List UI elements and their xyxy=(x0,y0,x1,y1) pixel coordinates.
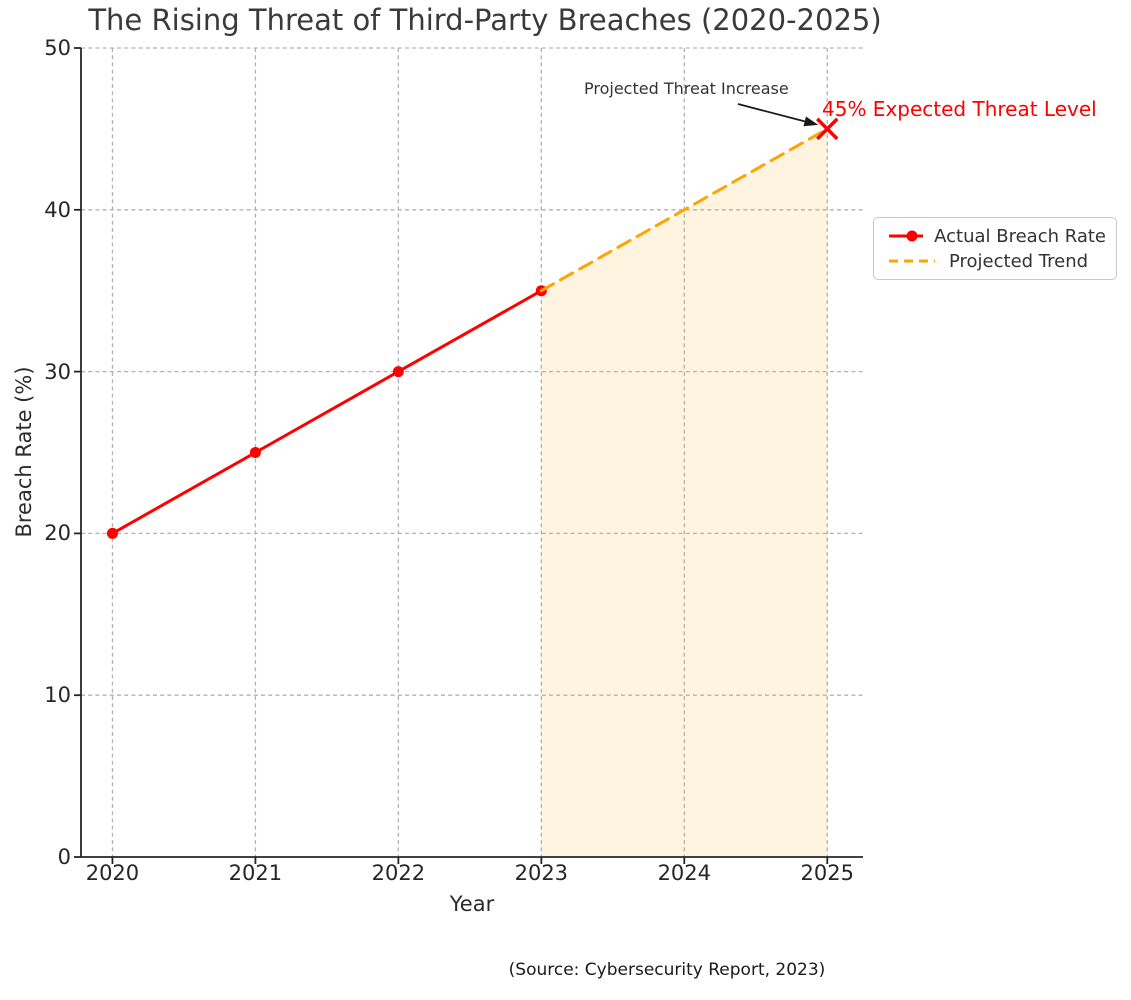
projected-trend-line xyxy=(539,127,829,293)
y-tick-label: 30 xyxy=(44,359,71,384)
y-axis-label: Breach Rate (%) xyxy=(12,366,36,538)
y-tick-label: 20 xyxy=(44,521,71,546)
annotation-arrow xyxy=(737,103,805,123)
x-tick-label: 2022 xyxy=(371,861,426,885)
legend: Actual Breach Rate Projected Trend xyxy=(873,217,1117,280)
x-axis-label: Year xyxy=(449,892,495,916)
y-tick-label: 10 xyxy=(44,683,71,708)
data-point-marker xyxy=(392,366,404,378)
data-point-marker xyxy=(249,447,261,458)
source-citation: (Source: Cybersecurity Report, 2023) xyxy=(508,960,826,980)
projection-fill-region xyxy=(541,128,828,857)
y-tick-label: 40 xyxy=(44,197,71,222)
x-tick-label: 2025 xyxy=(800,861,854,885)
legend-item-projected-trend: Projected Trend xyxy=(886,250,1106,272)
legend-item-actual-breach-rate: Actual Breach Rate xyxy=(886,225,1106,247)
legend-solid-line-marker-icon xyxy=(889,230,924,242)
expected-threat-level-label: 45% Expected Threat Level xyxy=(822,97,1097,121)
data-point-marker xyxy=(106,527,118,539)
y-tick-label: 50 xyxy=(44,36,71,60)
y-tick-label: 0 xyxy=(57,845,71,869)
legend-dashed-line-icon xyxy=(889,259,935,263)
x-tick-label: 2021 xyxy=(228,861,283,885)
legend-label-projected: Projected Trend xyxy=(949,250,1089,272)
x-tick-label: 2023 xyxy=(514,861,569,885)
x-tick-label: 2024 xyxy=(657,861,712,885)
legend-label-actual: Actual Breach Rate xyxy=(934,225,1106,247)
actual-breach-line xyxy=(110,289,543,535)
x-marker xyxy=(816,117,839,141)
chart-title: The Rising Threat of Third-Party Breache… xyxy=(88,3,882,37)
annotation-projected-threat: Projected Threat Increase xyxy=(584,79,789,98)
x-tick-label: 2020 xyxy=(85,861,140,885)
annotation-arrowhead xyxy=(803,116,819,127)
